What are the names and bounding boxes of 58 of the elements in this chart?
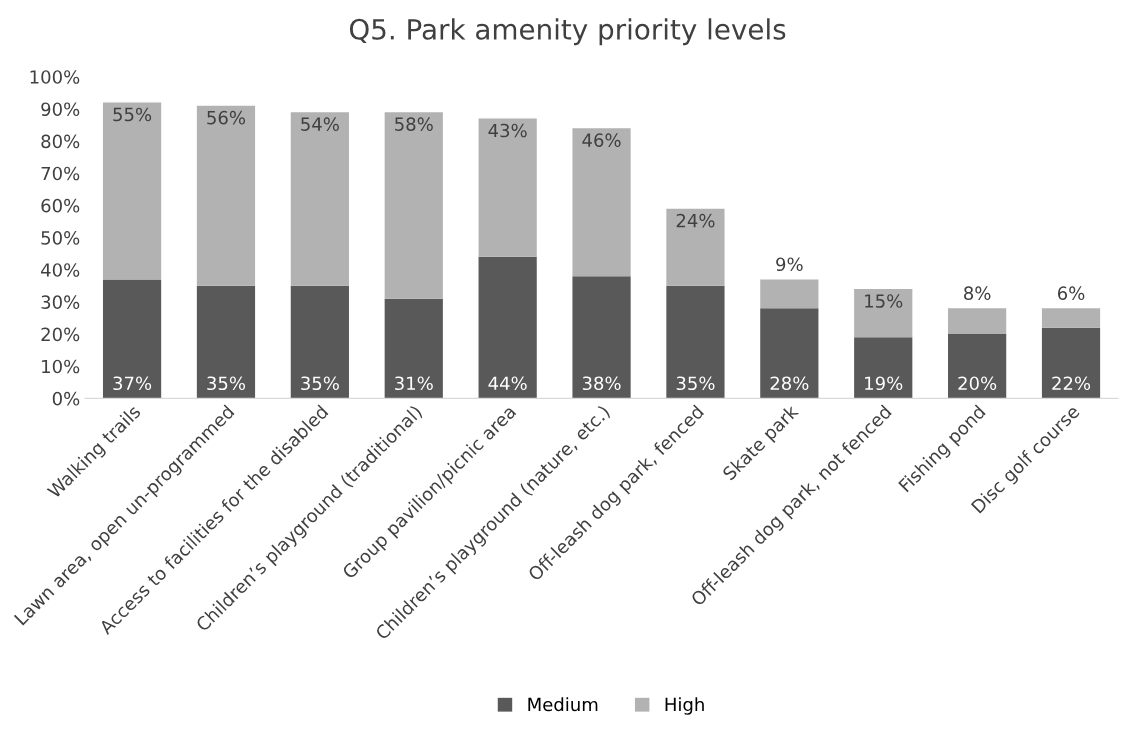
y-tick-label: 100% bbox=[30, 70, 80, 84]
data-label: 58% bbox=[395, 117, 433, 131]
data-label: 44% bbox=[488, 376, 527, 391]
chart-title: Q5. Park amenity priority levels bbox=[349, 18, 786, 46]
bar bbox=[760, 279, 819, 309]
bar bbox=[478, 256, 537, 399]
bar bbox=[948, 334, 1007, 399]
data-label: 43% bbox=[488, 123, 527, 138]
bar bbox=[666, 285, 725, 399]
bar bbox=[384, 298, 443, 399]
bar bbox=[854, 289, 913, 338]
data-label: 20% bbox=[958, 376, 997, 391]
bar bbox=[290, 285, 349, 399]
data-label: 22% bbox=[1052, 376, 1091, 391]
bar bbox=[1041, 308, 1101, 328]
data-label: 35% bbox=[207, 376, 246, 391]
data-label: 55% bbox=[113, 107, 152, 122]
data-label: 37% bbox=[113, 376, 152, 391]
bar bbox=[384, 112, 443, 299]
bar bbox=[102, 102, 162, 280]
y-tick-label: 20% bbox=[41, 327, 80, 342]
data-label: 15% bbox=[865, 294, 903, 308]
bar bbox=[290, 112, 349, 286]
legend-label: High bbox=[665, 697, 704, 715]
bar bbox=[854, 337, 913, 399]
y-tick-label: 80% bbox=[41, 134, 80, 149]
bar bbox=[572, 276, 631, 399]
data-label: 19% bbox=[865, 376, 903, 391]
bar bbox=[102, 279, 162, 399]
data-label: 54% bbox=[301, 117, 339, 131]
bar bbox=[478, 118, 537, 257]
bar bbox=[196, 105, 256, 286]
bar bbox=[760, 308, 819, 399]
y-tick-label: 60% bbox=[41, 198, 80, 213]
y-tick-label: 50% bbox=[41, 231, 80, 245]
data-label: 6% bbox=[1057, 286, 1085, 301]
bar bbox=[666, 208, 725, 286]
bar bbox=[572, 128, 631, 277]
y-tick-label: 10% bbox=[42, 359, 80, 374]
bar bbox=[948, 308, 1007, 335]
y-tick-label: 40% bbox=[41, 263, 80, 277]
bar bbox=[1041, 327, 1101, 399]
data-label: 8% bbox=[964, 286, 991, 301]
data-label: 9% bbox=[776, 257, 803, 272]
y-tick-label: 0% bbox=[52, 391, 80, 406]
y-tick-label: 30% bbox=[41, 295, 80, 310]
data-label: 56% bbox=[207, 110, 246, 125]
bar bbox=[196, 285, 256, 399]
data-label: 24% bbox=[676, 213, 715, 228]
data-label: 38% bbox=[582, 376, 621, 391]
data-label: 31% bbox=[395, 376, 433, 391]
data-label: 28% bbox=[770, 376, 809, 391]
legend-label: Medium bbox=[528, 697, 598, 712]
y-tick-label: 70% bbox=[41, 166, 80, 181]
data-label: 35% bbox=[676, 376, 715, 391]
data-label: 46% bbox=[582, 133, 621, 148]
data-label: 35% bbox=[301, 376, 339, 391]
y-tick-label: 90% bbox=[41, 102, 80, 117]
